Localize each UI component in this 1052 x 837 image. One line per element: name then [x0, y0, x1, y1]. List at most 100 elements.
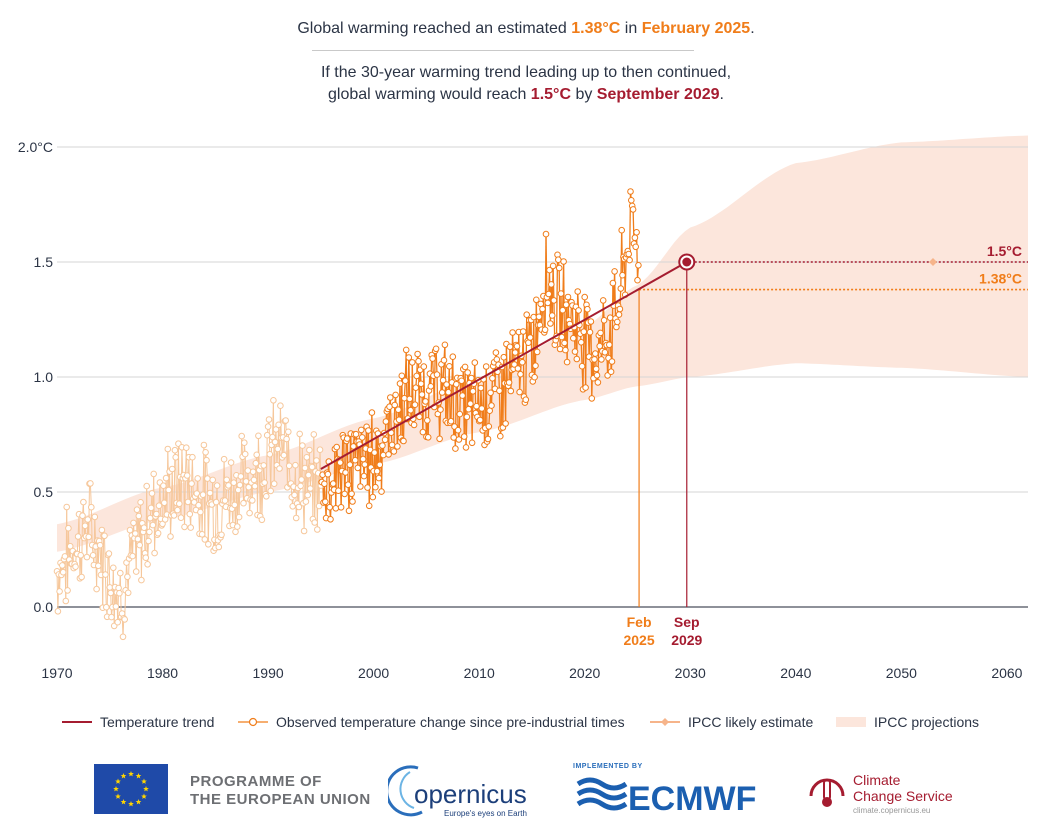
- observed-segment: [216, 485, 219, 541]
- observed-point: [148, 490, 156, 497]
- observed-point: [251, 482, 259, 490]
- observed-point: [108, 613, 115, 621]
- observed-point: [103, 603, 110, 611]
- observed-point: [101, 532, 108, 540]
- observed-segment: [471, 391, 474, 443]
- observed-point: [119, 633, 127, 641]
- observed-point: [297, 482, 304, 490]
- observed-point: [505, 379, 513, 386]
- observed-segment: [314, 471, 317, 523]
- ecmwf-logo: ECMWF: [576, 777, 756, 814]
- observed-point: [275, 421, 282, 429]
- observed-point: [79, 512, 86, 520]
- observed-point: [629, 206, 637, 213]
- observed-segment: [233, 482, 236, 505]
- warming-chart: 1.5°C 1.38°C Feb 2025 Sep 2029 0.0 0.5 1.0 1.5 2.…: [18, 135, 1028, 681]
- observed-point: [606, 314, 614, 322]
- observed-point: [606, 341, 613, 349]
- observed-point: [121, 616, 128, 623]
- observed-point: [571, 348, 579, 355]
- observed-point: [611, 268, 618, 275]
- y-tick-label: 1.5: [34, 254, 54, 270]
- observed-point: [346, 461, 354, 469]
- observed-point: [324, 470, 332, 478]
- observed-point: [59, 562, 66, 569]
- observed-point: [137, 499, 144, 506]
- observed-point: [410, 421, 418, 429]
- observed-point: [459, 392, 466, 399]
- observed-point: [400, 437, 407, 445]
- observed-point: [414, 350, 421, 358]
- observed-point: [468, 439, 476, 447]
- target-marker-inner: [682, 257, 692, 267]
- observed-point: [433, 371, 441, 378]
- observed-point: [597, 329, 604, 337]
- y-tick-label: 0.5: [34, 484, 54, 500]
- observed-point: [151, 549, 158, 557]
- observed-point: [522, 396, 530, 404]
- x-tick-label: 2000: [358, 665, 389, 681]
- observed-point: [349, 498, 356, 505]
- observed-point: [506, 343, 514, 351]
- observed-point: [183, 444, 190, 452]
- observed-point: [105, 550, 113, 557]
- observed-point: [455, 436, 463, 443]
- observed-segment: [175, 457, 178, 503]
- observed-point: [341, 490, 348, 498]
- implemented-by-label: IMPLEMENTED BY: [573, 763, 643, 770]
- observed-point: [333, 443, 341, 451]
- observed-point: [460, 433, 468, 440]
- observed-point: [197, 508, 204, 516]
- observed-point: [322, 498, 329, 506]
- observed-segment: [191, 457, 194, 499]
- eu-star-icon: [115, 778, 121, 784]
- observed-point: [632, 243, 640, 251]
- observed-point: [531, 373, 538, 381]
- observed-point: [432, 345, 440, 353]
- observed-point: [133, 506, 141, 514]
- observed-segment: [458, 414, 461, 440]
- observed-point: [80, 498, 87, 506]
- observed-point: [96, 541, 104, 549]
- observed-point: [135, 512, 143, 520]
- observed-point: [343, 435, 351, 442]
- observed-point: [149, 521, 157, 529]
- observed-point: [352, 430, 360, 438]
- observed-point: [418, 391, 426, 398]
- observed-point: [327, 516, 334, 523]
- observed-point: [162, 474, 170, 482]
- observed-point: [436, 435, 443, 443]
- observed-point: [618, 226, 626, 234]
- observed-segment: [389, 397, 392, 433]
- observed-point: [291, 491, 298, 499]
- observed-point: [245, 483, 252, 491]
- observed-point: [617, 285, 625, 292]
- observed-point: [261, 479, 268, 486]
- observed-point: [453, 381, 460, 388]
- y-tick-label: 1.0: [34, 369, 54, 385]
- observed-point: [283, 435, 290, 443]
- observed-point: [265, 416, 273, 423]
- observed-point: [469, 388, 477, 395]
- observed-point: [63, 503, 70, 511]
- observed-point: [258, 516, 266, 524]
- observed-point: [246, 509, 253, 517]
- observed-point: [465, 405, 472, 413]
- legend-item-ipcc-band: IPCC projections: [836, 714, 979, 730]
- observed-point: [209, 476, 216, 484]
- observed-segment: [536, 325, 539, 352]
- observed-point: [591, 356, 598, 363]
- observed-point: [200, 441, 208, 449]
- observed-point: [115, 584, 122, 592]
- observed-point: [395, 416, 403, 424]
- climate-change-service-text: Climate Change Service: [853, 772, 953, 804]
- observed-point: [176, 500, 183, 508]
- observed-point: [218, 531, 225, 539]
- observed-point: [225, 482, 232, 489]
- observed-point: [253, 451, 261, 459]
- observed-point: [83, 553, 91, 561]
- observed-point: [271, 438, 279, 446]
- observed-segment: [169, 471, 171, 537]
- observed-point: [437, 406, 444, 413]
- observed-point: [87, 480, 94, 487]
